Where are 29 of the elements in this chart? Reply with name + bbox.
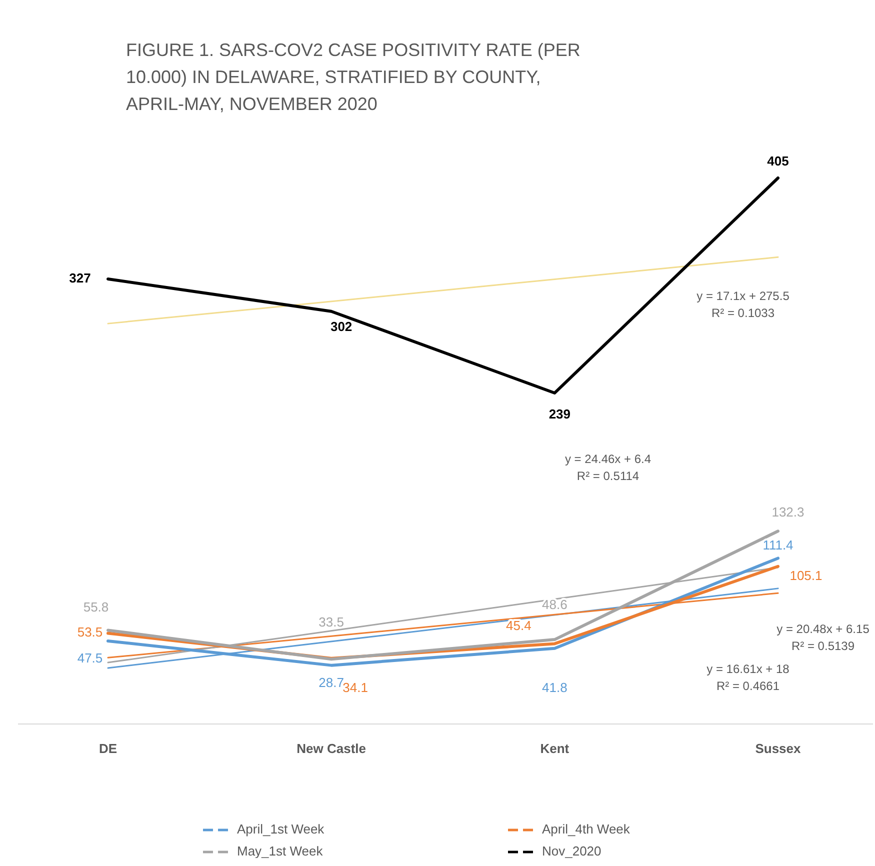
- legend-label: Nov_2020: [542, 843, 602, 858]
- x-tick-label: DE: [98, 741, 118, 756]
- data-label: 105.1: [790, 568, 822, 583]
- annotation: y = 16.61x + 18 R² = 0.4661: [706, 662, 790, 693]
- x-tick-label: Kent: [540, 741, 570, 756]
- data-label: 132.3: [772, 504, 804, 520]
- x-tick-label: Sussex: [755, 741, 802, 756]
- data-label: 302: [330, 318, 352, 334]
- chart-title: FIGURE 1. SARS-COV2 CASE POSITIVITY RATE (PER 10.000) IN DELAWARE, STRATIFIED BY COUNTY, APRIL-MAY, NOVEMBER 2020: [126, 40, 580, 114]
- legend-label: May_1st Week: [237, 843, 324, 858]
- annotation: y = 24.46x + 6.4 R² = 0.5114: [564, 452, 652, 483]
- data-label: 45.4: [506, 618, 532, 634]
- legend-label: April_4th Week: [542, 821, 630, 836]
- x-tick-label: New Castle: [296, 741, 366, 756]
- data-label: 111.4: [762, 538, 794, 553]
- data-label: 41.8: [542, 680, 568, 695]
- data-label: 405: [767, 153, 789, 168]
- data-label: 239: [548, 406, 571, 422]
- legend-label: April_1st Week: [237, 821, 325, 836]
- data-label: 33.5: [318, 614, 344, 630]
- data-label: 34.1: [342, 680, 368, 695]
- data-label: 53.5: [77, 624, 103, 640]
- annotation: y = 20.48x + 6.15 R² = 0.5139: [776, 622, 870, 653]
- data-label: 327: [69, 270, 91, 286]
- data-label: 55.8: [83, 600, 109, 615]
- data-label: 48.6: [542, 596, 568, 612]
- data-label: 28.7: [318, 674, 344, 690]
- annotation: y = 17.1x + 275.5 R² = 0.1033: [696, 289, 790, 320]
- data-label: 47.5: [77, 650, 103, 666]
